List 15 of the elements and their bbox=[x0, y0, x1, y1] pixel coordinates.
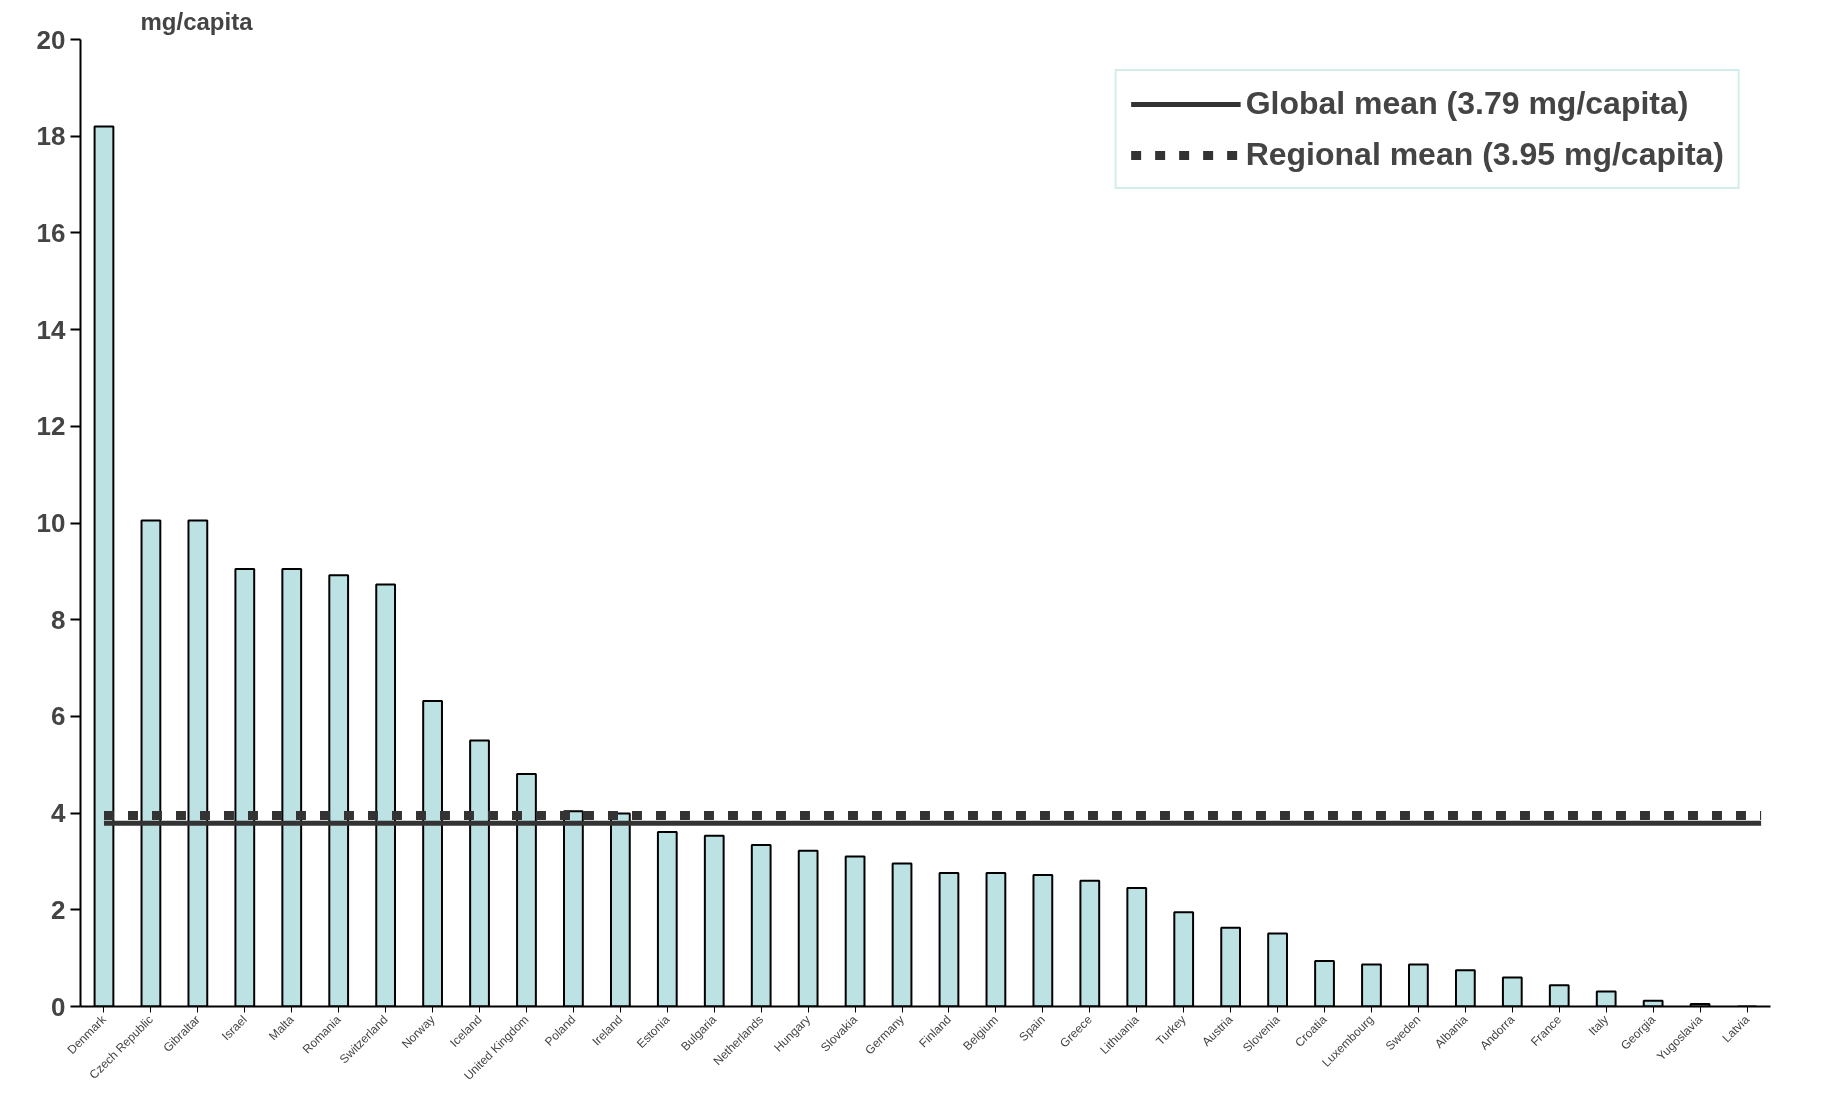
y-tick-label: 20 bbox=[36, 24, 66, 55]
y-tick-label: 16 bbox=[36, 217, 66, 248]
y-tick-label: 8 bbox=[51, 604, 66, 635]
y-tick-label: 4 bbox=[51, 798, 67, 829]
y-tick-label: 18 bbox=[36, 121, 66, 152]
legend-label: Global mean (3.79 mg/capita) bbox=[1245, 85, 1689, 122]
y-tick-label: 0 bbox=[51, 991, 66, 1022]
legend-label: Regional mean (3.95 mg/capita) bbox=[1245, 136, 1724, 173]
y-tick-label: 10 bbox=[36, 508, 66, 538]
y-tick-label: 6 bbox=[51, 701, 66, 732]
y-tick-label: 14 bbox=[36, 314, 67, 345]
x-tick-label: Italy bbox=[1585, 1012, 1612, 1039]
y-axis-title: mg/capita bbox=[140, 7, 254, 35]
y-tick-label: 2 bbox=[51, 894, 66, 925]
y-tick-label: 12 bbox=[36, 411, 66, 442]
